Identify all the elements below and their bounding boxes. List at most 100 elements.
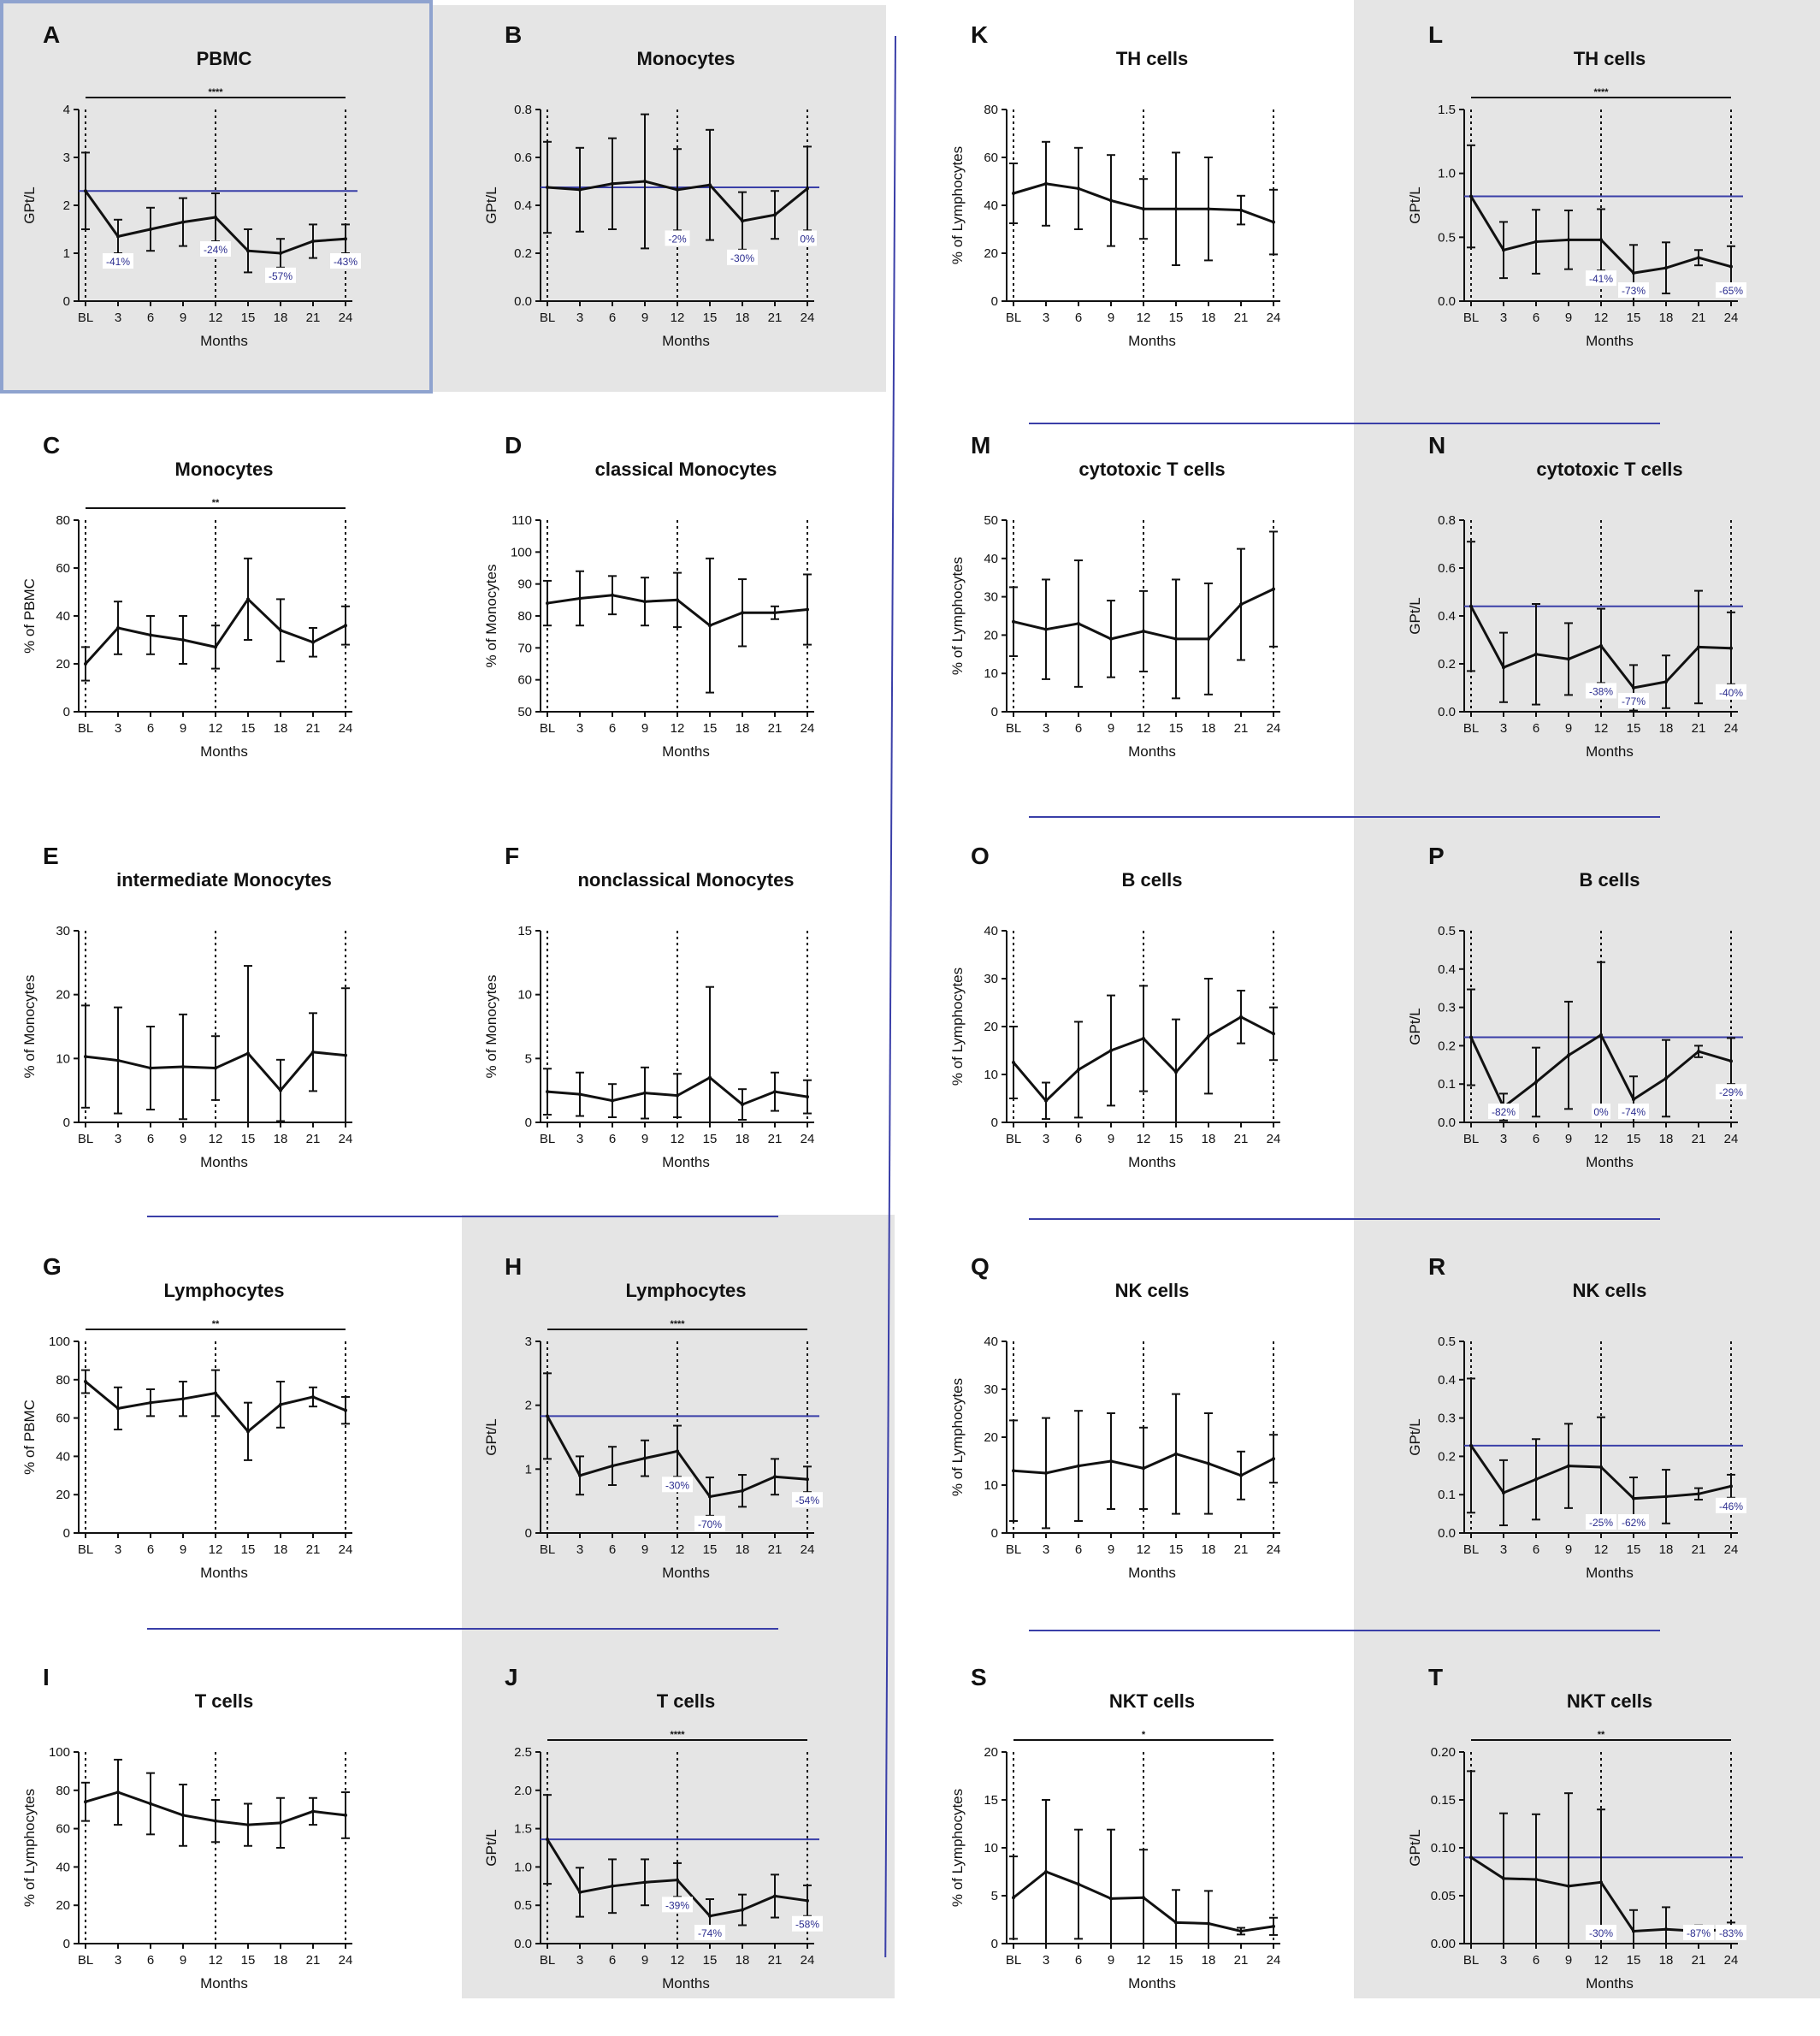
svg-text:-82%: -82% (1492, 1106, 1516, 1118)
significance-label: * (1142, 1730, 1146, 1740)
x-tick-label: 6 (609, 1953, 616, 1968)
x-tick-label: 9 (180, 1542, 186, 1557)
data-point (546, 1838, 549, 1842)
data-point (741, 1103, 744, 1107)
percent-change-label: -74% (1618, 1104, 1649, 1119)
data-point (1697, 645, 1700, 649)
svg-text:-73%: -73% (1622, 285, 1646, 297)
y-tick-label: 0.2 (514, 246, 532, 261)
percent-change-label: -2% (665, 230, 690, 246)
data-point (741, 611, 744, 615)
chart-panel-P: P B cells 0.0 0.1 0.2 0.3 0.4 0.5 GPt/L BL 3 6 9 12 15… (1386, 821, 1746, 1170)
data-point (708, 1914, 712, 1918)
data-point (1012, 1896, 1015, 1900)
y-axis-label: GPt/L (483, 1829, 499, 1866)
svg-text:-54%: -54% (795, 1494, 819, 1506)
x-tick-label: 3 (1500, 1542, 1507, 1557)
svg-text:-58%: -58% (795, 1919, 819, 1931)
chart-title: B cells (1580, 869, 1640, 891)
percent-change-label: -65% (1716, 282, 1746, 298)
data-point (1174, 1452, 1178, 1456)
x-tick-label: 3 (1500, 1953, 1507, 1968)
data-point (1697, 1492, 1700, 1496)
chart-panel-H: H Lymphocytes **** 0 1 2 3 GPt/L BL 3 6 9 12 15 18 21 24… (462, 1232, 823, 1581)
x-tick-label: 21 (768, 311, 783, 325)
chart-title: NK cells (1573, 1280, 1647, 1301)
x-tick-label: 3 (1500, 1132, 1507, 1146)
percent-change-label: -58% (792, 1915, 823, 1932)
y-tick-label: 0.6 (1438, 561, 1456, 576)
percent-change-label: -40% (1716, 684, 1746, 700)
percent-change-label: -43% (330, 253, 361, 269)
x-tick-label: 24 (1267, 1542, 1281, 1557)
x-tick-label: 15 (241, 721, 256, 736)
y-tick-label: 1 (63, 246, 70, 261)
data-point (1174, 207, 1178, 211)
x-tick-label: 9 (180, 721, 186, 736)
y-tick-label: 0.0 (1438, 1526, 1456, 1541)
y-tick-label: 20 (56, 988, 70, 1003)
data-point (1729, 264, 1733, 269)
significance-label: **** (670, 1730, 685, 1740)
x-tick-label: 12 (671, 721, 685, 736)
y-tick-label: 30 (984, 1382, 998, 1397)
x-tick-label: 12 (671, 1132, 685, 1146)
x-tick-label: BL (78, 1542, 93, 1557)
x-tick-label: 15 (1627, 1953, 1641, 1968)
x-tick-label: 21 (306, 311, 321, 325)
significance-label: ** (212, 498, 220, 508)
x-tick-label: 18 (274, 721, 288, 736)
chart-title: T cells (195, 1690, 253, 1712)
data-point (1142, 1466, 1145, 1471)
x-tick-label: 9 (1565, 1542, 1572, 1557)
y-tick-label: 2.0 (514, 1784, 532, 1798)
data-point (578, 596, 582, 601)
x-tick-label: BL (540, 1953, 555, 1968)
data-point (676, 187, 679, 192)
error-bar (706, 985, 714, 1123)
svg-text:-2%: -2% (668, 233, 687, 245)
y-tick-label: 0 (991, 705, 998, 719)
percent-change-label: -46% (1716, 1497, 1746, 1513)
chart-svg-B: B Monocytes 0.0 0.2 0.4 0.6 0.8 GPt/L BL 3 6 9 12 15 1… (483, 21, 819, 349)
y-tick-label: 10 (984, 1841, 998, 1855)
data-point (149, 1802, 152, 1806)
data-point (708, 183, 712, 187)
svg-text:-74%: -74% (1622, 1106, 1646, 1118)
x-tick-label: 18 (736, 311, 750, 325)
y-tick-label: 50 (517, 705, 532, 719)
x-tick-label: BL (1463, 1132, 1479, 1146)
x-tick-label: 15 (1169, 721, 1184, 736)
chart-svg-C: C Monocytes ** 0 20 40 60 80 % of PBMC BL 3 6 9 12 15 1… (21, 432, 352, 760)
x-tick-label: 18 (736, 1953, 750, 1968)
data-point (1664, 1494, 1668, 1499)
data-point (149, 1066, 152, 1070)
x-axis-label: Months (662, 333, 710, 349)
y-tick-label: 0 (991, 1116, 998, 1130)
x-tick-label: 24 (1724, 1953, 1739, 1968)
percent-change-label: -73% (1618, 282, 1649, 298)
data-point (1599, 1033, 1603, 1037)
data-point (1632, 1929, 1635, 1933)
separator-left-1 (147, 1216, 778, 1217)
x-tick-label: 12 (1594, 721, 1609, 736)
x-tick-label: 6 (1533, 721, 1539, 736)
y-axis-label: GPt/L (483, 1418, 499, 1455)
data-point (1207, 1034, 1210, 1039)
data-point (676, 598, 679, 602)
y-tick-label: 0 (991, 1937, 998, 1951)
x-tick-label: 9 (1565, 721, 1572, 736)
y-tick-label: 0 (63, 1116, 70, 1130)
y-tick-label: 90 (517, 577, 532, 592)
x-tick-label: 21 (1234, 1132, 1249, 1146)
x-tick-label: BL (1006, 311, 1021, 325)
y-tick-label: 110 (511, 513, 532, 528)
y-tick-label: 40 (56, 1449, 70, 1464)
data-point (1077, 1068, 1080, 1072)
y-tick-label: 0.6 (514, 151, 532, 165)
percent-change-label: -83% (1716, 1925, 1746, 1940)
y-axis-label: % of Lymphocytes (21, 1789, 38, 1907)
